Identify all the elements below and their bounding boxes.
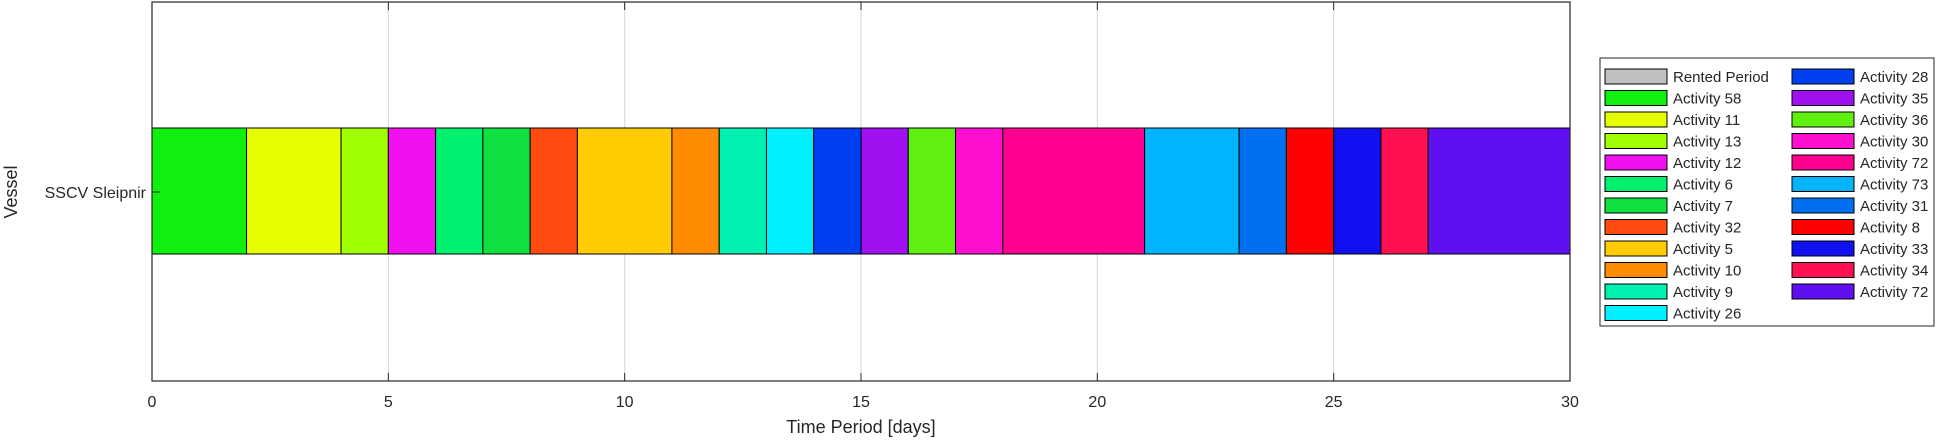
y-tick-label: SSCV Sleipnir — [45, 185, 147, 202]
legend-swatch — [1604, 154, 1668, 171]
x-tick-label: 30 — [1561, 394, 1579, 411]
legend-label: Activity 72 — [1860, 284, 1928, 301]
legend-swatch — [1791, 154, 1855, 171]
legend-swatch — [1604, 197, 1668, 214]
activity-bar — [813, 127, 862, 255]
legend-swatch — [1604, 305, 1668, 321]
legend-swatch — [1604, 240, 1668, 257]
legend-swatch — [1791, 133, 1855, 149]
legend-swatch — [1791, 197, 1855, 214]
legend-swatch — [1604, 283, 1668, 300]
legend-swatch — [1604, 176, 1668, 192]
activity-bar — [1427, 127, 1571, 255]
legend-swatch — [1791, 240, 1855, 257]
legend-label: Activity 28 — [1860, 69, 1928, 86]
legend-swatch — [1791, 219, 1855, 235]
legend-label: Activity 7 — [1673, 198, 1733, 215]
legend-label: Activity 58 — [1673, 91, 1741, 108]
activity-bar — [1238, 127, 1287, 255]
x-axis-ticks: 0 5 10 15 20 25 30 — [148, 2, 1579, 411]
activity-bar — [529, 127, 578, 255]
activity-bar — [482, 127, 531, 255]
x-tick-label: 15 — [852, 394, 870, 411]
legend-label: Activity 6 — [1673, 177, 1733, 194]
x-tick-label: 25 — [1325, 394, 1343, 411]
activity-bar — [765, 127, 815, 255]
activity-bar — [246, 127, 342, 255]
activity-bar — [1333, 127, 1382, 255]
legend-swatch — [1791, 90, 1855, 106]
legend-swatch — [1791, 68, 1855, 85]
x-tick-label: 0 — [148, 394, 157, 411]
legend-swatch — [1604, 68, 1668, 85]
legend-label: Activity 35 — [1860, 91, 1928, 108]
x-tick-label: 5 — [384, 394, 393, 411]
legend-label: Activity 31 — [1860, 198, 1928, 215]
activity-bar — [718, 127, 767, 255]
legend-swatch — [1791, 262, 1855, 278]
legend: Rented Period Activity 58 Activity 11 Activ… — [1599, 57, 1935, 327]
activity-bar — [1285, 127, 1335, 255]
x-axis-label: Time Period [days] — [786, 417, 935, 437]
legend-label: Activity 26 — [1673, 306, 1741, 323]
legend-label: Activity 13 — [1673, 134, 1741, 151]
legend-swatch — [1604, 111, 1668, 128]
activity-bar — [387, 127, 437, 255]
legend-label: Activity 34 — [1860, 263, 1928, 280]
activity-bar — [1002, 127, 1146, 255]
x-tick-label: 20 — [1088, 394, 1106, 411]
legend-label: Activity 32 — [1673, 220, 1741, 237]
legend-swatch — [1604, 262, 1668, 278]
legend-label: Activity 10 — [1673, 263, 1741, 280]
legend-swatch — [1604, 219, 1668, 235]
legend-swatch — [1604, 90, 1668, 106]
legend-label: Activity 33 — [1860, 241, 1928, 258]
y-axis-label: Vessel — [1, 165, 21, 218]
activity-bar — [435, 127, 484, 255]
legend-label: Activity 30 — [1860, 134, 1928, 151]
activity-bar — [151, 127, 248, 255]
legend-swatch — [1791, 176, 1855, 192]
legend-label: Activity 73 — [1860, 177, 1928, 194]
legend-label: Activity 12 — [1673, 155, 1741, 172]
legend-label: Rented Period — [1673, 69, 1769, 86]
legend-swatch — [1791, 283, 1855, 300]
activity-bar — [1380, 127, 1429, 255]
activity-bar — [671, 127, 720, 255]
legend-label: Activity 36 — [1860, 112, 1928, 129]
legend-swatch — [1604, 133, 1668, 149]
activity-bar — [955, 127, 1004, 255]
legend-label: Activity 72 — [1860, 155, 1928, 172]
legend-label: Activity 11 — [1673, 112, 1740, 129]
legend-label: Activity 9 — [1673, 284, 1733, 301]
activity-bar — [860, 127, 909, 255]
activity-bar — [340, 127, 389, 255]
bars — [151, 127, 1571, 255]
activity-bar — [1144, 127, 1240, 255]
activity-bar — [576, 127, 673, 255]
x-tick-label: 10 — [616, 394, 634, 411]
legend-swatch — [1791, 111, 1855, 128]
activity-bar — [907, 127, 957, 255]
legend-label: Activity 5 — [1673, 241, 1733, 258]
legend-label: Activity 8 — [1860, 220, 1920, 237]
